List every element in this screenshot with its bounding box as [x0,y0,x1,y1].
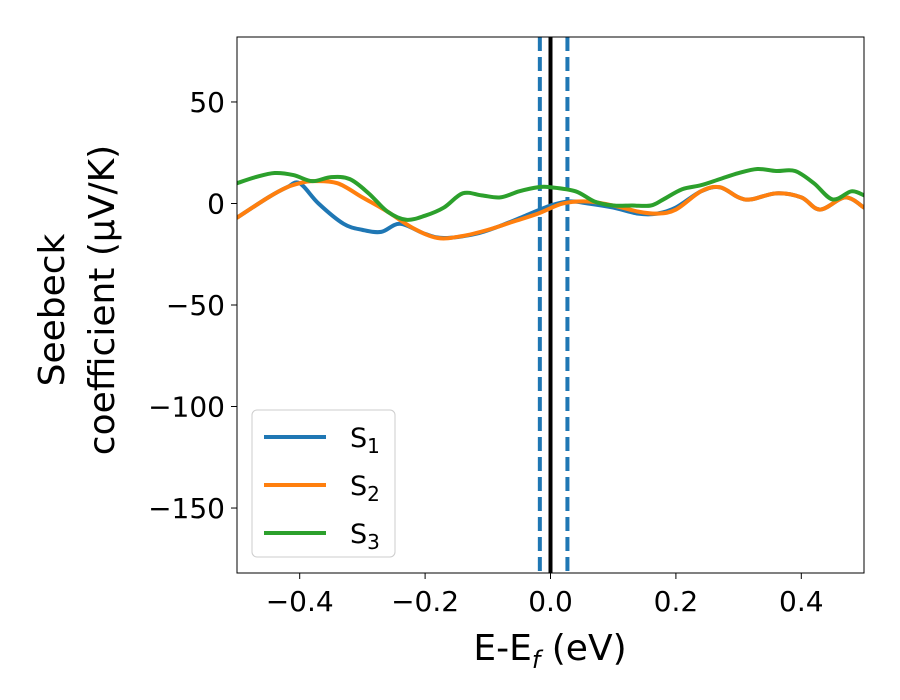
reference-lines [537,37,570,573]
x-tick-label: −0.4 [266,585,334,618]
x-axis-label-main: E-E [473,628,531,669]
x-axis-label: E-Ef (eV) [473,628,626,674]
y-tick-label: 0 [207,187,225,220]
legend-label-s2: S2 [350,471,380,506]
series-group [237,166,864,241]
legend: S1 S2 S3 [251,409,396,558]
series-line-s2 [237,179,864,241]
y-tick-label: −50 [166,289,225,322]
y-tick-label: −100 [148,391,225,424]
y-tick-label: −150 [148,492,225,525]
legend-label-s1: S1 [350,423,380,458]
x-tick-label: 0.0 [528,585,573,618]
legend-label-s3: S3 [350,519,380,554]
y-axis-ticks: 50 0 −50 −100 −150 [148,86,237,525]
series-line-s3 [237,166,864,222]
y-axis-label-line2: coefficient (μV/K) [82,145,123,455]
plot-area [236,36,865,574]
x-tick-label: −0.2 [391,585,459,618]
x-tick-label: 0.2 [654,585,699,618]
y-tick-label: 50 [189,86,225,119]
x-axis-label-unit: (eV) [540,628,626,669]
x-tick-label: 0.4 [779,585,824,618]
x-axis-ticks: −0.4 −0.2 0.0 0.2 0.4 [266,573,824,618]
y-axis-label-line1: Seebeck [32,233,73,386]
